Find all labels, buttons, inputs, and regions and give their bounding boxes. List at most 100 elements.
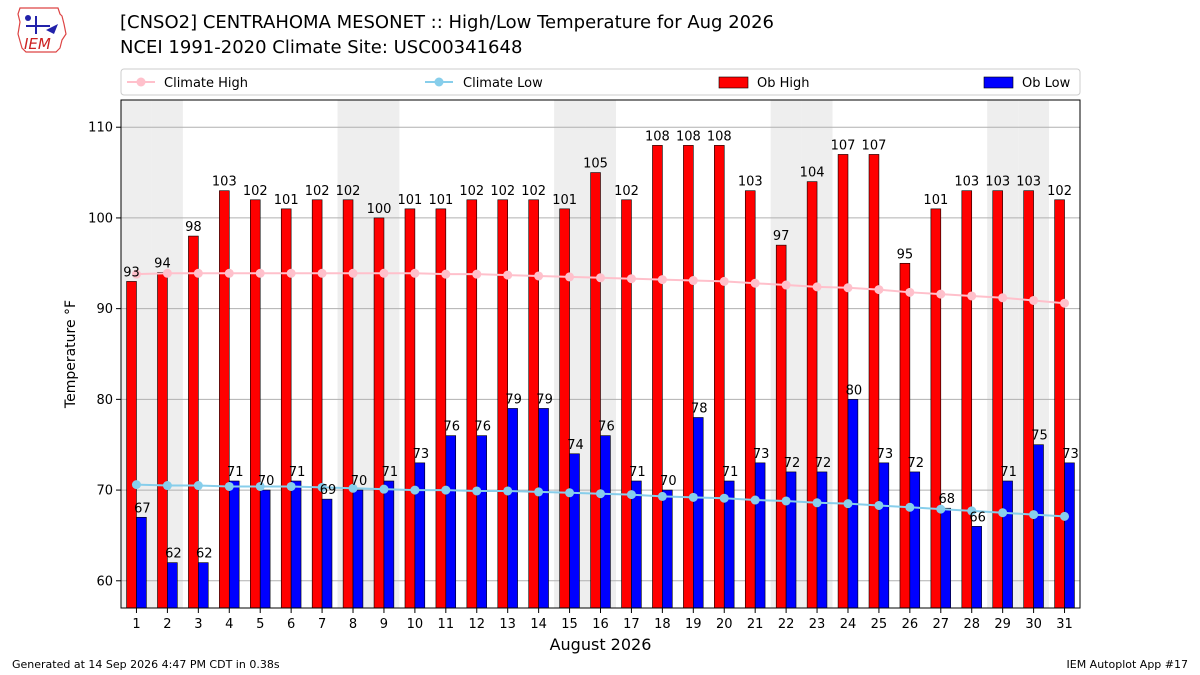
x-tick-label: 22 xyxy=(778,617,795,632)
bar-ob-low xyxy=(352,489,364,609)
bar-ob-low xyxy=(878,462,890,609)
climate-high-point xyxy=(812,282,822,292)
label-ob-high: 102 xyxy=(336,184,361,199)
label-ob-high: 103 xyxy=(1016,175,1041,190)
climate-high-point xyxy=(596,273,605,283)
climate-low-point xyxy=(688,492,698,502)
bar-ob-low xyxy=(290,480,302,609)
climate-low-point xyxy=(874,500,884,510)
bar-ob-low xyxy=(600,435,611,609)
label-ob-high: 102 xyxy=(243,184,268,199)
label-ob-high: 108 xyxy=(707,129,732,144)
label-ob-low: 70 xyxy=(660,474,677,489)
legend: Climate High Climate Low Ob High Ob Low xyxy=(120,68,1081,96)
climate-high-point xyxy=(1029,295,1039,305)
label-ob-low: 71 xyxy=(629,465,646,480)
climate-low-point xyxy=(596,489,605,499)
y-tick-label: 110 xyxy=(88,121,113,136)
x-tick-label: 7 xyxy=(318,617,326,632)
legend-climate-low-marker xyxy=(434,77,444,87)
bar-ob-high xyxy=(992,190,1003,609)
label-ob-low: 80 xyxy=(846,383,863,398)
label-ob-low: 71 xyxy=(722,465,739,480)
bar-ob-low xyxy=(940,507,951,609)
climate-low-point xyxy=(441,485,451,495)
climate-high-point xyxy=(286,268,296,278)
climate-low-point xyxy=(317,482,327,492)
label-ob-high: 103 xyxy=(954,175,979,190)
climate-high-point xyxy=(719,276,729,286)
bar-ob-high xyxy=(714,145,725,609)
climate-low-point xyxy=(472,486,482,496)
bar-ob-low xyxy=(538,408,549,609)
x-tick-label: 2 xyxy=(163,617,171,632)
bar-ob-low xyxy=(414,462,426,609)
label-ob-high: 107 xyxy=(862,138,887,153)
label-ob-low: 73 xyxy=(753,447,770,462)
label-ob-high: 94 xyxy=(154,256,171,271)
bar-ob-high xyxy=(559,208,570,609)
x-tick-label: 16 xyxy=(592,617,609,632)
y-tick-label: 90 xyxy=(96,302,113,317)
label-ob-high: 102 xyxy=(490,184,515,199)
climate-low-point xyxy=(286,481,296,491)
climate-high-point xyxy=(193,268,203,278)
climate-high-point xyxy=(379,268,389,278)
bar-ob-low xyxy=(631,480,642,609)
label-ob-low: 76 xyxy=(443,420,460,435)
label-ob-low: 74 xyxy=(567,438,584,453)
bar-ob-low xyxy=(167,562,178,609)
x-tick-label: 17 xyxy=(623,617,640,632)
label-ob-high: 101 xyxy=(428,193,453,208)
climate-high-point xyxy=(967,291,977,301)
bar-ob-low xyxy=(228,480,240,609)
climate-low-point xyxy=(348,483,358,493)
label-ob-high: 101 xyxy=(552,193,577,208)
climate-high-point xyxy=(998,293,1008,303)
bar-ob-low xyxy=(476,435,487,609)
bar-ob-low xyxy=(785,471,797,609)
label-ob-high: 108 xyxy=(645,129,670,144)
x-tick-label: 30 xyxy=(1025,617,1042,632)
legend-climate-high-marker xyxy=(136,77,146,87)
x-tick-label: 28 xyxy=(963,617,980,632)
climate-high-point xyxy=(410,268,420,278)
y-tick-label: 80 xyxy=(96,393,113,408)
bar-ob-low xyxy=(507,408,518,609)
x-tick-label: 13 xyxy=(499,617,516,632)
x-tick-label: 12 xyxy=(468,617,485,632)
climate-high-point xyxy=(534,271,544,281)
legend-ob-high-label: Ob High xyxy=(757,76,810,91)
x-tick-label: 4 xyxy=(225,617,233,632)
label-ob-high: 102 xyxy=(459,184,484,199)
label-ob-low: 71 xyxy=(289,465,306,480)
climate-low-point xyxy=(812,498,822,508)
bar-ob-low xyxy=(816,471,828,609)
x-tick-label: 26 xyxy=(902,617,919,632)
climate-low-point xyxy=(534,487,544,497)
bar-ob-low xyxy=(321,498,333,609)
chart-subtitle: NCEI 1991-2020 Climate Site: USC00341648 xyxy=(120,37,523,58)
label-ob-low: 73 xyxy=(877,447,894,462)
legend-climate-high-label: Climate High xyxy=(164,76,248,91)
bar-ob-high xyxy=(775,244,787,609)
climate-high-point xyxy=(503,270,513,280)
climate-high-point xyxy=(1060,298,1070,308)
bar-ob-high xyxy=(837,154,849,609)
climate-high-point xyxy=(936,289,946,299)
bar-ob-high xyxy=(899,262,911,609)
label-ob-high: 95 xyxy=(897,247,914,262)
climate-low-point xyxy=(657,491,667,501)
bar-ob-high xyxy=(1023,190,1034,609)
x-tick-label: 20 xyxy=(716,617,733,632)
label-ob-low: 62 xyxy=(196,547,213,562)
label-ob-high: 104 xyxy=(800,166,825,181)
climate-high-point xyxy=(657,275,667,285)
climate-low-point xyxy=(967,506,977,516)
label-ob-low: 76 xyxy=(598,420,615,435)
climate-high-point xyxy=(688,276,698,286)
climate-high-point xyxy=(131,269,141,279)
climate-high-point xyxy=(348,268,358,278)
bar-ob-low xyxy=(909,471,921,609)
climate-high-point xyxy=(626,274,636,284)
